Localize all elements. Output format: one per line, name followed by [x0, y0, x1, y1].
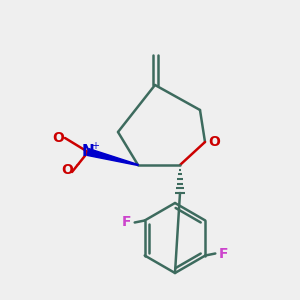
- Text: O: O: [208, 135, 220, 149]
- Text: O: O: [61, 163, 73, 177]
- Text: F: F: [122, 215, 131, 230]
- Text: O: O: [52, 131, 64, 145]
- Text: -: -: [75, 159, 79, 169]
- Text: N: N: [82, 145, 94, 160]
- Polygon shape: [87, 148, 138, 166]
- Text: F: F: [219, 247, 228, 260]
- Text: +: +: [91, 141, 99, 151]
